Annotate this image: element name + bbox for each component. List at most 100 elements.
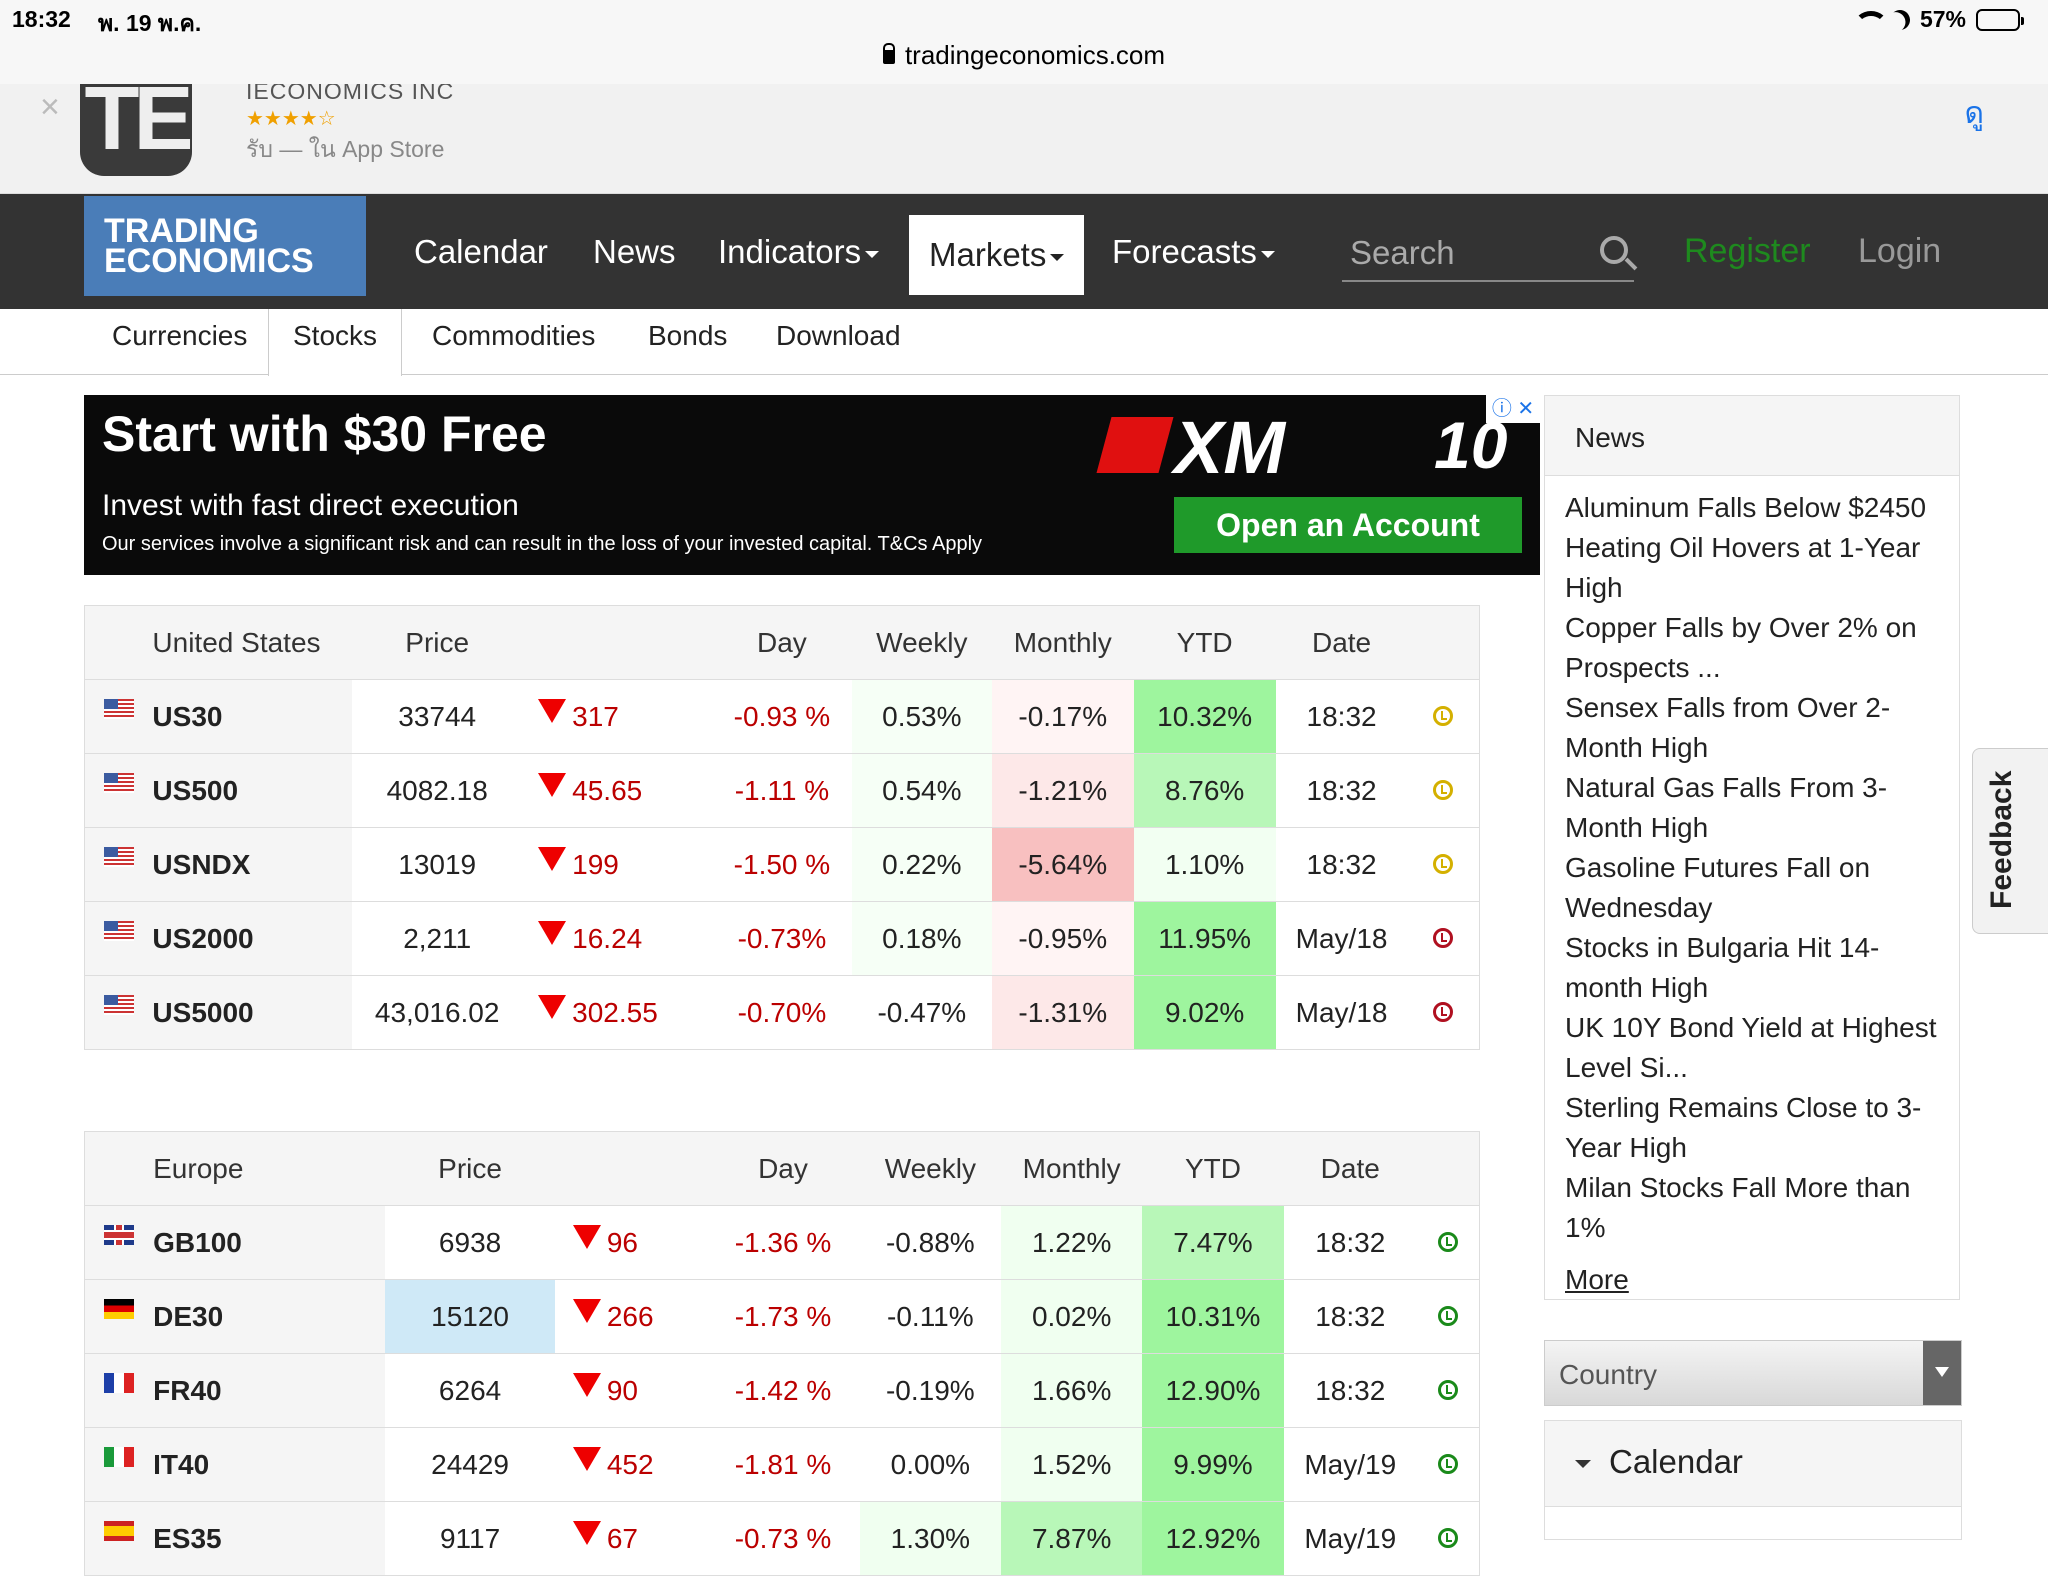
table-row[interactable]: FR40 6264 90 -1.42 % -0.19% 1.66% 12.90%…: [84, 1353, 1480, 1428]
table-row[interactable]: IT40 24429 452 -1.81 % 0.00% 1.52% 9.99%…: [84, 1427, 1480, 1502]
symbol-link[interactable]: GB100: [153, 1205, 386, 1280]
tab-stocks[interactable]: Stocks: [268, 309, 403, 376]
header-weekly: Weekly: [851, 605, 992, 680]
tab-download[interactable]: Download: [776, 320, 901, 351]
news-item[interactable]: Heating Oil Hovers at 1-Year High: [1565, 532, 1921, 603]
clock-icon: [1437, 1527, 1458, 1548]
tab-bonds[interactable]: Bonds: [648, 320, 728, 351]
news-item[interactable]: Milan Stocks Fall More than 1%: [1565, 1172, 1911, 1243]
register-link[interactable]: Register: [1684, 232, 1811, 270]
search-input[interactable]: Search: [1342, 224, 1634, 282]
nav-markets[interactable]: Markets: [909, 215, 1085, 295]
country-select[interactable]: Country: [1544, 1340, 1962, 1406]
address-bar[interactable]: tradingeconomics.com: [0, 40, 2048, 84]
change-value: 302.55: [572, 996, 658, 1028]
change-cell: 96: [554, 1205, 707, 1280]
news-item[interactable]: Sensex Falls from Over 2-Month High: [1565, 692, 1891, 763]
ytd-cell: 8.76%: [1133, 753, 1276, 828]
battery-icon: [1976, 8, 2024, 31]
status-cell: [1416, 1501, 1480, 1576]
status-cell: [1416, 1353, 1480, 1428]
header-flag: [84, 605, 153, 680]
table-row[interactable]: USNDX 13019 199 -1.50 % 0.22% -5.64% 1.1…: [84, 827, 1480, 902]
status-cell: [1416, 1427, 1480, 1502]
table-header: Europe Price Day Weekly Monthly YTD Date: [84, 1131, 1480, 1206]
flag-cell: [84, 901, 153, 976]
app-icon[interactable]: TE: [80, 84, 194, 176]
symbol-link[interactable]: US2000: [152, 901, 353, 976]
table-row[interactable]: DE30 15120 266 -1.73 % -0.11% 0.02% 10.3…: [84, 1279, 1480, 1354]
change-value: 452: [606, 1448, 654, 1480]
logo-line-1: TRADING: [104, 212, 259, 250]
weekly-cell: 0.00%: [859, 1427, 1001, 1502]
main-nav: TRADING ECONOMICS Calendar News Indicato…: [0, 194, 2048, 309]
table-row[interactable]: GB100 6938 96 -1.36 % -0.88% 1.22% 7.47%…: [84, 1205, 1480, 1280]
close-icon[interactable]: ×: [40, 88, 60, 126]
ytd-cell: 12.90%: [1142, 1353, 1284, 1428]
weekly-cell: 0.22%: [851, 827, 992, 902]
ad-open-account-button[interactable]: Open an Account: [1174, 497, 1522, 553]
news-item[interactable]: Aluminum Falls Below $2450: [1565, 492, 1927, 523]
table-row[interactable]: US2000 2,211 16.24 -0.73% 0.18% -0.95% 1…: [84, 901, 1480, 976]
login-link[interactable]: Login: [1858, 232, 1942, 270]
monthly-cell: -1.31%: [991, 975, 1134, 1050]
symbol-link[interactable]: US30: [152, 679, 353, 754]
chevron-down-icon: [1050, 253, 1065, 261]
advertisement[interactable]: Start with $30 Free Invest with fast dir…: [84, 395, 1540, 575]
logo[interactable]: TRADING ECONOMICS: [84, 196, 366, 296]
symbol-link[interactable]: USNDX: [152, 827, 353, 902]
ytd-cell: 10.31%: [1142, 1279, 1284, 1354]
news-item[interactable]: Natural Gas Falls From 3-Month High: [1565, 772, 1888, 843]
change-cell: 90: [554, 1353, 707, 1428]
monthly-cell: 1.52%: [1001, 1427, 1143, 1502]
app-open-button[interactable]: ดู: [1964, 97, 1984, 130]
date-cell: 18:32: [1283, 1353, 1417, 1428]
symbol-link[interactable]: ES35: [153, 1501, 386, 1576]
nav-calendar[interactable]: Calendar: [414, 233, 548, 270]
price-cell: 43,016.02: [352, 975, 523, 1050]
symbol-link[interactable]: US5000: [152, 975, 353, 1050]
price-cell: 24429: [385, 1427, 555, 1502]
header-date: Date: [1283, 1131, 1417, 1206]
news-item[interactable]: Stocks in Bulgaria Hit 14-month High: [1565, 932, 1880, 1003]
ad-disclaimer: Our services involve a significant risk …: [102, 533, 983, 555]
tab-currencies[interactable]: Currencies: [112, 320, 248, 351]
ytd-cell: 9.99%: [1142, 1427, 1284, 1502]
symbol-link[interactable]: US500: [152, 753, 353, 828]
clock-icon: [1437, 1305, 1458, 1326]
news-item[interactable]: Sterling Remains Close to 3-Year High: [1565, 1092, 1922, 1163]
arrow-down-icon: [572, 1372, 601, 1397]
nav-forecasts[interactable]: Forecasts: [1112, 194, 1275, 309]
symbol-link[interactable]: DE30: [153, 1279, 386, 1354]
news-item[interactable]: Gasoline Futures Fall on Wednesday: [1565, 852, 1871, 923]
status-cell: [1407, 975, 1480, 1050]
status-cell: [1407, 901, 1480, 976]
arrow-down-icon: [538, 994, 567, 1019]
table-row[interactable]: US30 33744 317 -0.93 % 0.53% -0.17% 10.3…: [84, 679, 1480, 754]
price-cell: 4082.18: [352, 753, 523, 828]
table-row[interactable]: ES35 9117 67 -0.73 % 1.30% 7.87% 12.92% …: [84, 1501, 1480, 1576]
calendar-panel: Calendar: [1544, 1420, 1962, 1540]
tab-commodities[interactable]: Commodities: [432, 320, 596, 351]
table-row[interactable]: US500 4082.18 45.65 -1.11 % 0.54% -1.21%…: [84, 753, 1480, 828]
url-text: tradingeconomics.com: [904, 40, 1166, 70]
nav-indicators[interactable]: Indicators: [718, 194, 880, 309]
status-right: 57%: [1852, 6, 2024, 33]
flag-cell: [84, 679, 153, 754]
date-cell: 18:32: [1275, 753, 1408, 828]
feedback-tab[interactable]: Feedback: [1972, 748, 2048, 934]
change-cell: 302.55: [522, 975, 712, 1050]
news-item[interactable]: UK 10Y Bond Yield at Highest Level Si...: [1565, 1012, 1937, 1083]
date-cell: May/18: [1275, 901, 1408, 976]
calendar-header[interactable]: Calendar: [1545, 1421, 1961, 1507]
day-cell: -1.11 %: [711, 753, 852, 828]
news-more-link[interactable]: More: [1565, 1264, 1629, 1295]
symbol-link[interactable]: FR40: [153, 1353, 386, 1428]
search-icon[interactable]: [1600, 236, 1628, 264]
flag-icon: [104, 1521, 135, 1541]
ad-close-icon[interactable]: ⓘ ✕: [1486, 395, 1540, 423]
nav-news[interactable]: News: [593, 233, 676, 270]
symbol-link[interactable]: IT40: [153, 1427, 386, 1502]
news-item[interactable]: Copper Falls by Over 2% on Prospects ...: [1565, 612, 1917, 683]
table-row[interactable]: US5000 43,016.02 302.55 -0.70% -0.47% -1…: [84, 975, 1480, 1050]
